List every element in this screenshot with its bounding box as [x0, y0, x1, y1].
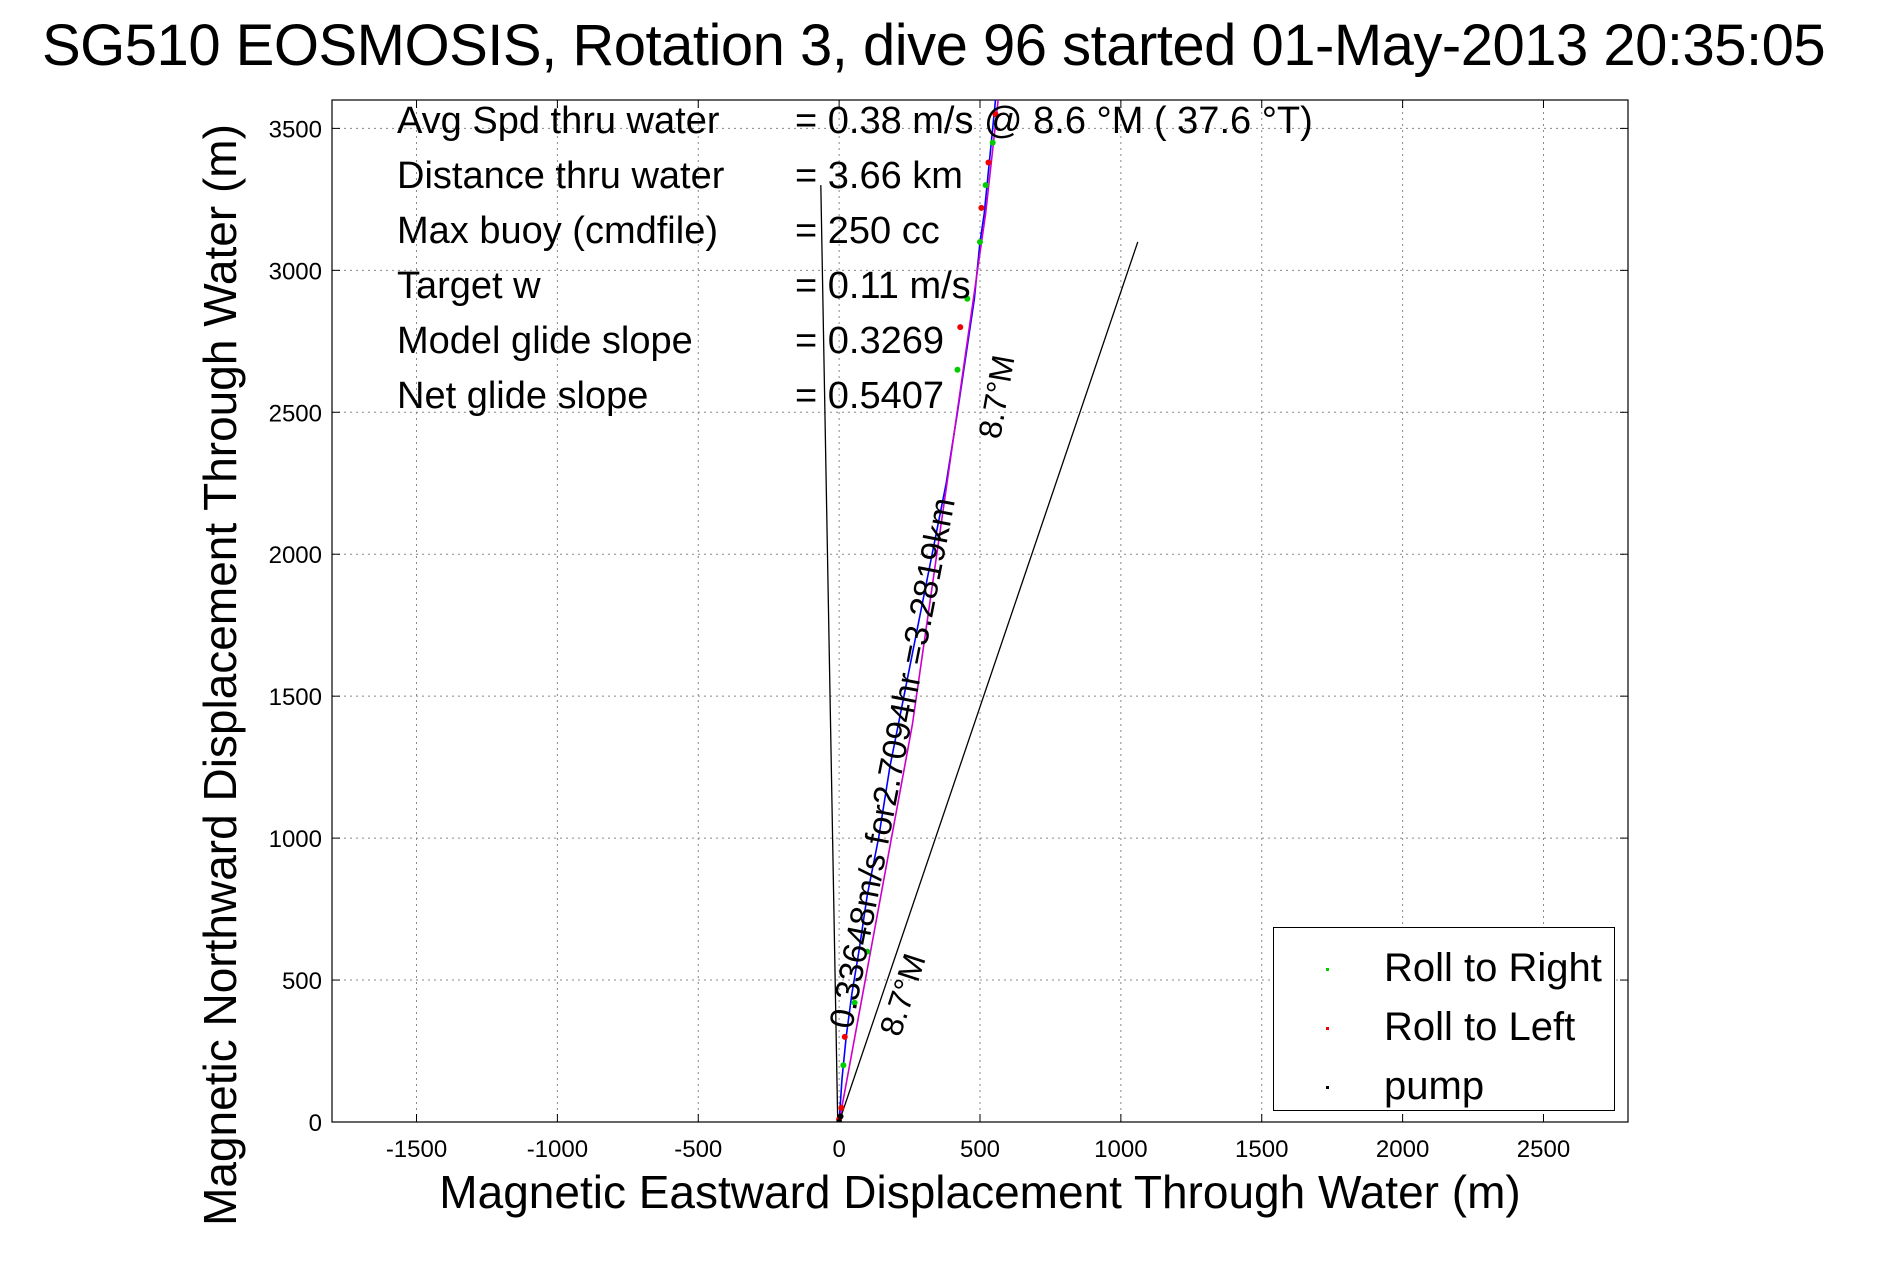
info-value-distance: = 3.66 km	[795, 155, 963, 197]
reference-line	[838, 241, 1139, 1122]
track-line	[838, 100, 997, 1122]
x-tick-label: 2500	[1517, 1136, 1570, 1163]
x-axis-label: Magnetic Eastward Displacement Through W…	[439, 1166, 1521, 1218]
info-value-net-glide: = 0.5407	[795, 375, 944, 417]
y-tick-label: 500	[282, 968, 322, 995]
legend-item-pump: pump	[1274, 1064, 1614, 1120]
info-label-distance: Distance thru water	[397, 155, 725, 197]
point-marker	[985, 159, 992, 166]
legend-item-roll-right: Roll to Right	[1274, 946, 1614, 1002]
point-marker	[837, 1113, 844, 1120]
info-value-max-buoy: = 250 cc	[795, 210, 940, 252]
chart-title: SG510 EOSMOSIS, Rotation 3, dive 96 star…	[42, 13, 1826, 78]
info-label-max-buoy: Max buoy (cmdfile)	[397, 210, 718, 252]
point-marker	[836, 1119, 843, 1122]
plot-frame	[331, 99, 1629, 1123]
point-marker	[964, 295, 971, 302]
info-label-net-glide: Net glide slope	[397, 375, 649, 417]
info-value-target-w: = 0.11 m/s	[795, 265, 971, 307]
point-marker	[978, 204, 985, 211]
point-marker	[957, 324, 964, 331]
point-marker	[982, 182, 989, 189]
legend-label-pump: pump	[1384, 1064, 1485, 1108]
legend-label-roll-left: Roll to Left	[1384, 1005, 1576, 1049]
y-tick-label: 2500	[269, 400, 322, 427]
legend-item-roll-left: Roll to Left	[1274, 1005, 1614, 1061]
legend-marker-roll-left	[1326, 1027, 1329, 1030]
y-tick-label: 1000	[269, 826, 322, 853]
point-marker	[954, 366, 961, 373]
x-tick-label: 0	[832, 1136, 845, 1163]
legend-label-roll-right: Roll to Right	[1384, 946, 1602, 990]
reference-line	[820, 185, 839, 1122]
y-axis-label: Magnetic Northward Displacement Through …	[194, 124, 246, 1226]
info-label-model-glide: Model glide slope	[397, 320, 693, 362]
point-marker	[977, 238, 983, 245]
info-label-target-w: Target w	[397, 265, 541, 307]
x-tick-label: -1000	[527, 1136, 588, 1163]
legend-marker-roll-right	[1326, 968, 1329, 971]
y-tick-label: 1500	[269, 684, 322, 711]
x-tick-label: 2000	[1376, 1136, 1429, 1163]
point-marker	[992, 111, 999, 118]
x-tick-label: 500	[960, 1136, 1000, 1163]
x-tick-label: 1500	[1235, 1136, 1288, 1163]
x-tick-label: -1500	[386, 1136, 447, 1163]
point-marker	[989, 139, 996, 146]
y-tick-label: 3500	[269, 116, 322, 143]
point-marker	[841, 1033, 848, 1040]
legend-marker-pump	[1326, 1086, 1329, 1089]
y-tick-label: 0	[309, 1110, 322, 1137]
y-tick-label: 3000	[269, 258, 322, 285]
info-label-avg-speed: Avg Spd thru water	[397, 100, 720, 142]
x-tick-label: 1000	[1094, 1136, 1147, 1163]
chart-legend: Roll to Right Roll to Left pump	[1273, 927, 1615, 1111]
point-marker	[864, 948, 871, 955]
point-marker	[851, 999, 858, 1006]
point-marker	[838, 1104, 845, 1111]
point-marker	[840, 1062, 847, 1069]
x-tick-label: -500	[674, 1136, 722, 1163]
model-line	[838, 100, 999, 1122]
info-value-avg-speed: = 0.38 m/s @ 8.6 °M ( 37.6 °T)	[795, 100, 1313, 142]
y-tick-label: 2000	[269, 542, 322, 569]
info-value-model-glide: = 0.3269	[795, 320, 944, 362]
